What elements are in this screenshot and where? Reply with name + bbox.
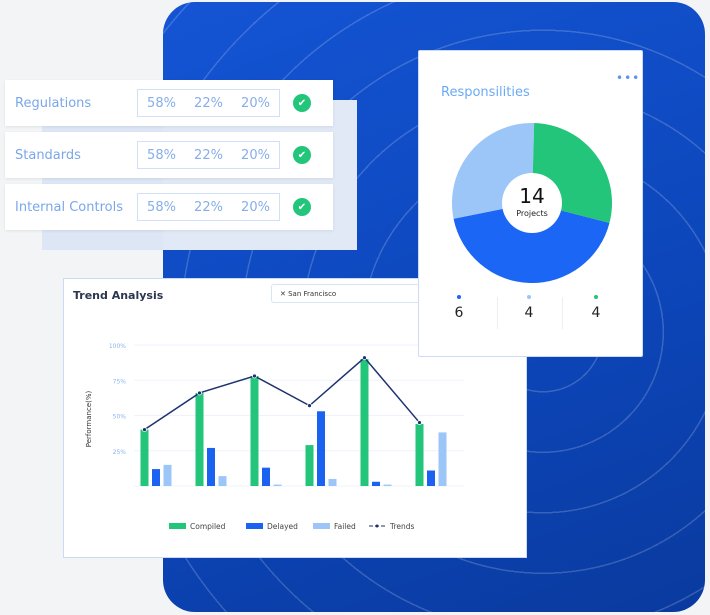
row-label: Regulations <box>15 95 92 111</box>
stat-value: 6 <box>454 305 464 321</box>
pct-value: 58% <box>147 147 176 163</box>
legend-swatch <box>313 523 330 529</box>
stat-blue: 6 <box>429 295 489 321</box>
center-value: 14 <box>519 184 544 208</box>
bar-delayed <box>427 470 435 486</box>
trend-point <box>197 390 202 396</box>
bar-compiled <box>140 429 149 486</box>
legend-swatch <box>246 523 263 529</box>
bar-delayed <box>152 469 160 486</box>
legend-label: Failed <box>334 522 356 531</box>
pct-value: 22% <box>194 147 223 163</box>
bar-delayed <box>262 467 270 486</box>
percentages: 58% 22% 20% <box>137 141 280 169</box>
check-icon: ✔ <box>293 198 311 216</box>
row-label: Internal Controls <box>15 199 123 215</box>
pct-value: 22% <box>194 95 223 111</box>
bar-delayed <box>372 481 380 486</box>
row-label: Standards <box>15 147 81 163</box>
center-label: Projects <box>516 209 548 218</box>
divider <box>562 297 563 329</box>
bar-failed <box>328 478 337 486</box>
card-title: Responsilities <box>441 85 530 100</box>
pct-value: 22% <box>194 199 223 215</box>
trend-point <box>417 420 422 425</box>
y-tick-label: 25% <box>113 449 127 456</box>
row-standards[interactable]: Standards 58% 22% 20% ✔ <box>5 132 333 178</box>
y-tick-label: 50% <box>113 414 127 421</box>
bar-delayed <box>317 411 325 486</box>
stat-value: 4 <box>524 305 534 321</box>
bar-compiled <box>360 359 369 486</box>
trend-point <box>307 403 312 409</box>
check-icon: ✔ <box>293 146 311 164</box>
bar-compiled <box>415 423 424 486</box>
more-menu-icon[interactable]: ••• <box>616 71 641 85</box>
bar-delayed <box>207 447 215 486</box>
stat-green: 4 <box>566 295 626 321</box>
y-axis-label: Performance(%) <box>85 391 93 448</box>
legend-dot <box>594 295 598 299</box>
stat-value: 4 <box>591 305 601 321</box>
legend-swatch <box>169 523 186 529</box>
remove-icon[interactable]: ✕ <box>280 290 286 298</box>
stat-light-blue: 4 <box>499 295 559 321</box>
percentages: 58% 22% 20% <box>137 89 280 117</box>
legend-label: Delayed <box>267 522 298 531</box>
trend-point <box>142 427 147 433</box>
bar-compiled <box>250 376 259 486</box>
card-title: Trend Analysis <box>73 289 164 302</box>
divider <box>497 297 498 329</box>
legend-swatch-dot <box>375 524 379 528</box>
trend-point <box>362 355 367 361</box>
filter-chip-label: San Francisco <box>288 290 337 298</box>
pie-center <box>502 173 562 233</box>
responsibilities-pie: 14 Projects <box>452 123 612 283</box>
legend-dot <box>457 295 461 299</box>
bar-failed <box>218 476 227 486</box>
legend-dot <box>527 295 531 299</box>
bar-failed <box>273 484 282 486</box>
responsibilities-card: ••• Responsilities 14 Projects 6 4 4 <box>418 50 643 357</box>
y-tick-label: 75% <box>113 378 127 385</box>
trend-analysis-card: Trend Analysis ✕ San Francisco 25% 50% 75%… <box>63 278 527 558</box>
pct-value: 58% <box>147 199 176 215</box>
pct-value: 20% <box>241 199 270 215</box>
bar-failed <box>163 464 172 486</box>
legend-label: Compiled <box>190 522 226 531</box>
bar-compiled <box>195 392 204 486</box>
percentages: 58% 22% 20% <box>137 193 280 221</box>
row-internal-controls[interactable]: Internal Controls 58% 22% 20% ✔ <box>5 184 333 230</box>
bar-failed <box>383 484 392 486</box>
y-tick-label: 100% <box>109 343 126 350</box>
pct-value: 20% <box>241 95 270 111</box>
pct-value: 58% <box>147 95 176 111</box>
bar-failed <box>438 432 447 486</box>
trend-chart: 25% 50% 75% 100% Performance(%) Compiled Delay… <box>85 343 464 531</box>
row-regulations[interactable]: Regulations 58% 22% 20% ✔ <box>5 80 333 126</box>
trend-line <box>144 356 421 431</box>
pie-slice[interactable] <box>453 203 610 283</box>
pct-value: 20% <box>241 147 270 163</box>
bar-compiled <box>305 445 314 486</box>
check-icon: ✔ <box>293 94 311 112</box>
legend-label: Trends <box>389 522 415 531</box>
trend-point <box>252 373 257 379</box>
